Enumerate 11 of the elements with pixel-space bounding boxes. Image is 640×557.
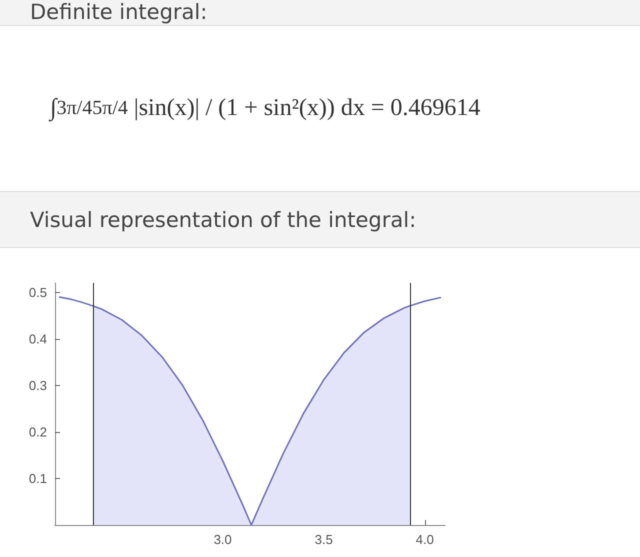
chart-title: Visual representation of the integral: (0, 191, 640, 248)
y-tick-label: 0.1 (28, 470, 47, 486)
text: Definite integral: (30, 0, 208, 24)
y-tick-label: 0.5 (28, 284, 47, 300)
x-tick-label: 3.5 (314, 532, 333, 547)
line-series (58, 296, 442, 526)
x-tick-label: 3.0 (214, 532, 232, 547)
y-tick-label: 0.2 (28, 424, 47, 440)
x-tick-label: 4.0 (416, 532, 434, 547)
y-tick-label: 0.4 (28, 331, 47, 346)
y-tick-label: 0.3 (28, 378, 47, 393)
